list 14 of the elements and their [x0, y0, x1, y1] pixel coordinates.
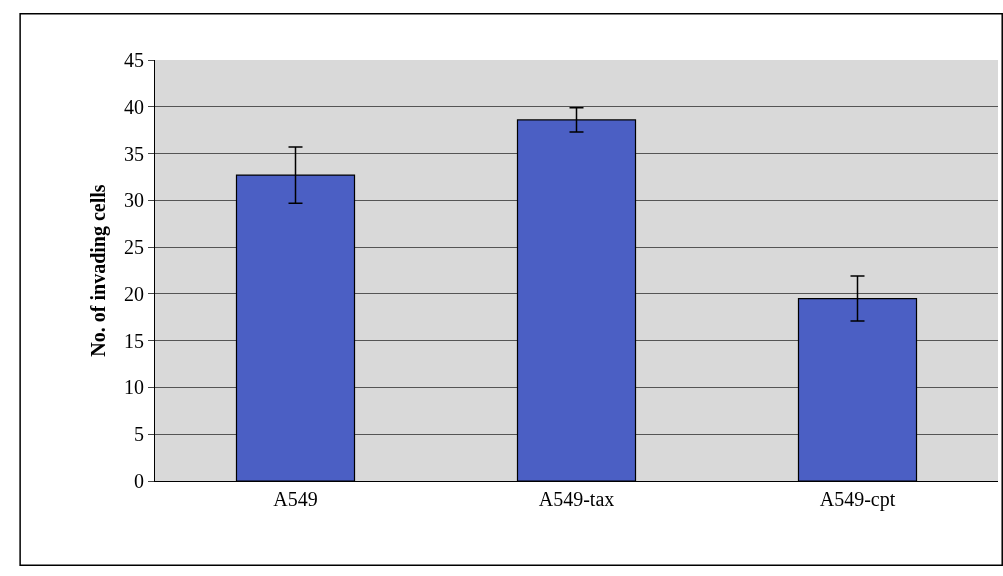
- x-tick-label: A549-cpt: [819, 488, 896, 511]
- y-tick-label: 10: [124, 376, 144, 399]
- y-tick-label: 15: [124, 329, 144, 352]
- x-tick-label: A549: [273, 488, 318, 510]
- y-tick-label: 30: [124, 189, 144, 212]
- y-tick-label: 45: [124, 49, 144, 71]
- y-tick-label: 40: [124, 95, 144, 118]
- y-axis-title: No. of invading cells: [87, 184, 110, 357]
- y-tick-label: 0: [134, 470, 144, 492]
- y-tick-label: 25: [124, 236, 144, 259]
- y-tick-label: 20: [124, 282, 144, 305]
- x-tick-label: A549-tax: [538, 488, 615, 510]
- y-tick-label: 35: [124, 142, 144, 165]
- y-tick-label: 5: [134, 423, 144, 446]
